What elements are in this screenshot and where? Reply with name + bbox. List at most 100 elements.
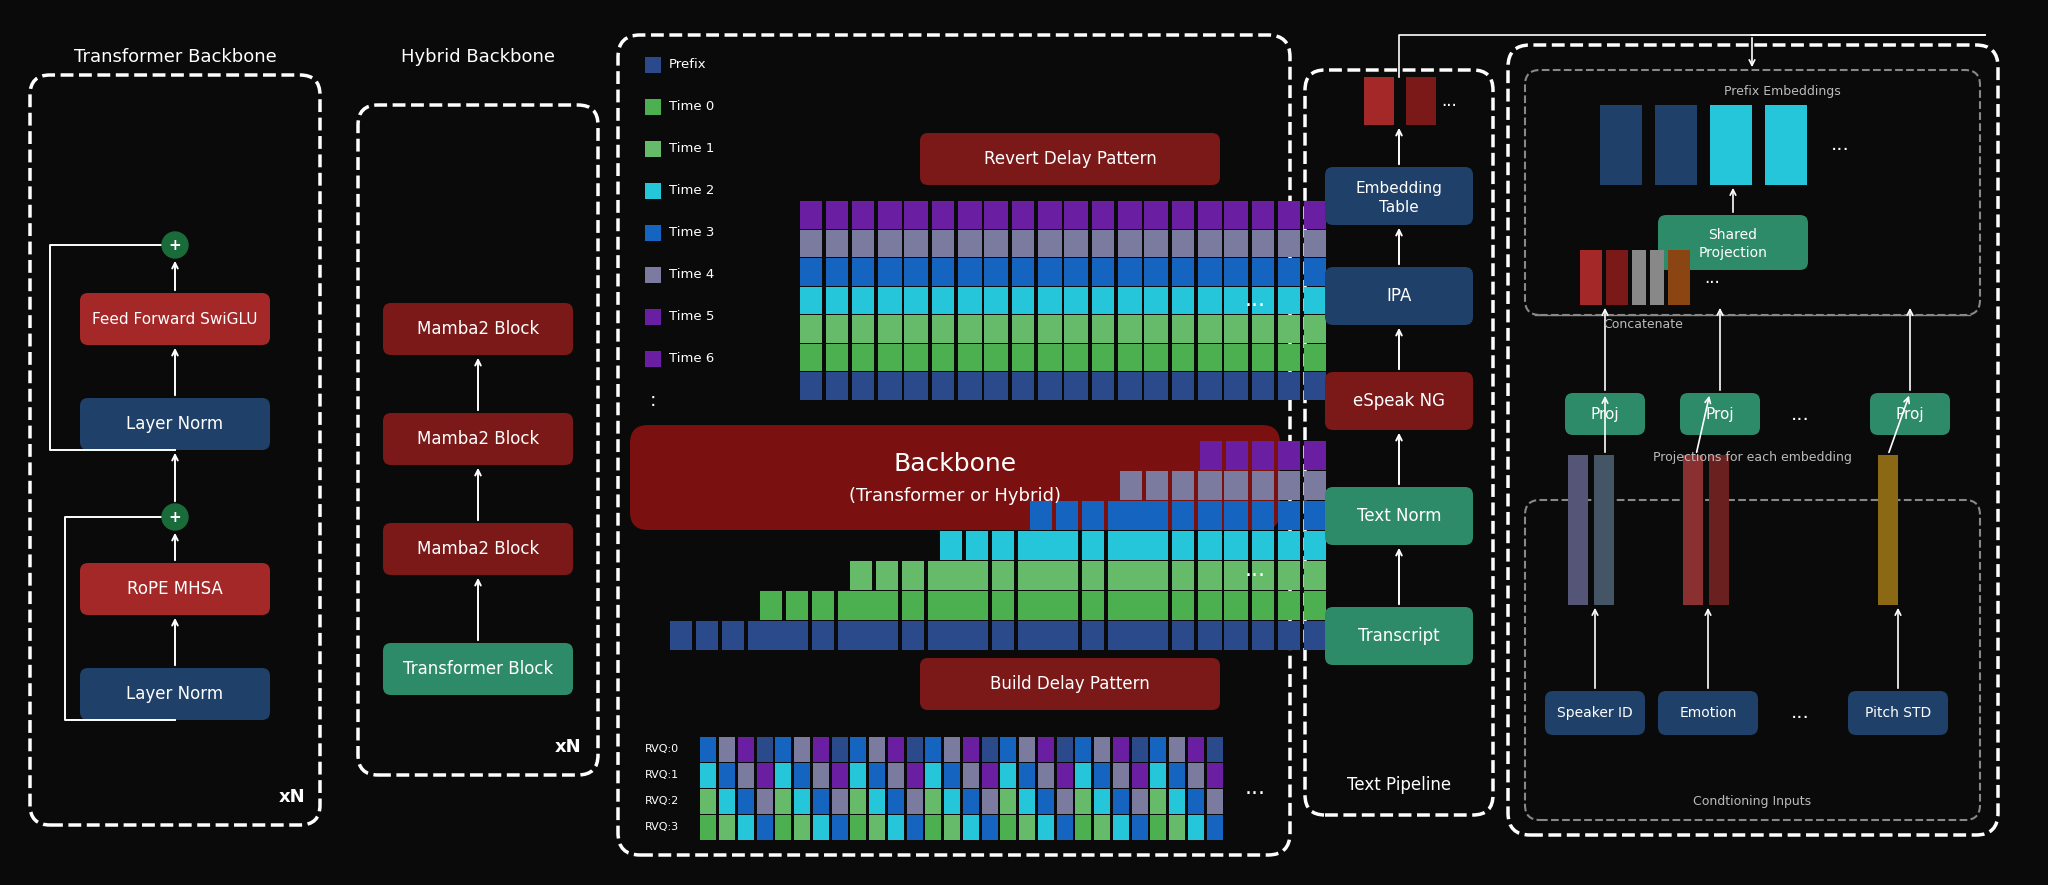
Bar bbox=[868, 789, 885, 814]
Bar bbox=[1206, 763, 1223, 788]
Bar bbox=[940, 561, 963, 590]
Bar bbox=[958, 287, 981, 314]
Text: Speaker ID: Speaker ID bbox=[1556, 706, 1632, 720]
Bar bbox=[774, 789, 791, 814]
FancyBboxPatch shape bbox=[1544, 691, 1645, 735]
Bar bbox=[967, 531, 987, 560]
Bar bbox=[901, 621, 924, 650]
Bar bbox=[1120, 471, 1143, 500]
Text: ...: ... bbox=[1442, 92, 1456, 110]
FancyBboxPatch shape bbox=[1659, 215, 1808, 270]
Bar bbox=[825, 258, 848, 286]
Bar bbox=[1040, 344, 1063, 372]
Bar bbox=[958, 373, 981, 400]
Bar bbox=[1171, 501, 1194, 530]
FancyBboxPatch shape bbox=[1679, 393, 1759, 435]
Text: Mamba2 Block: Mamba2 Block bbox=[418, 320, 539, 338]
Bar bbox=[1147, 531, 1167, 560]
Bar bbox=[1651, 250, 1663, 305]
Bar bbox=[801, 287, 821, 314]
Bar bbox=[1278, 621, 1300, 650]
Bar bbox=[1251, 531, 1274, 560]
Text: Prefix Embeddings: Prefix Embeddings bbox=[1724, 86, 1841, 98]
Bar bbox=[850, 591, 872, 620]
Bar bbox=[700, 789, 717, 814]
Bar bbox=[1227, 621, 1247, 650]
Bar bbox=[1198, 471, 1221, 500]
FancyBboxPatch shape bbox=[80, 563, 270, 615]
Text: Layer Norm: Layer Norm bbox=[127, 685, 223, 703]
Bar bbox=[879, 229, 899, 258]
Text: ...: ... bbox=[1790, 704, 1808, 722]
Bar bbox=[1081, 531, 1104, 560]
Bar bbox=[1147, 344, 1167, 372]
Bar bbox=[1030, 561, 1053, 590]
Bar bbox=[1018, 621, 1040, 650]
Bar bbox=[1067, 201, 1087, 228]
Bar bbox=[983, 201, 1006, 228]
Bar bbox=[1200, 501, 1223, 530]
Bar bbox=[907, 763, 924, 788]
Bar bbox=[981, 815, 997, 840]
Bar bbox=[940, 591, 963, 620]
Bar bbox=[958, 229, 981, 258]
Bar bbox=[1251, 315, 1274, 342]
Bar bbox=[1081, 591, 1104, 620]
Bar bbox=[1040, 201, 1063, 228]
Bar bbox=[758, 815, 772, 840]
Bar bbox=[1200, 344, 1223, 372]
Bar bbox=[1227, 287, 1247, 314]
Bar bbox=[825, 229, 848, 258]
Bar bbox=[1225, 621, 1245, 650]
Bar bbox=[1305, 591, 1325, 620]
Bar bbox=[1225, 258, 1245, 286]
Text: ...: ... bbox=[1790, 404, 1808, 424]
Bar bbox=[983, 229, 1006, 258]
Bar bbox=[696, 621, 719, 650]
FancyBboxPatch shape bbox=[1870, 393, 1950, 435]
Bar bbox=[905, 373, 928, 400]
Bar bbox=[1118, 373, 1141, 400]
Bar bbox=[1094, 815, 1110, 840]
Bar bbox=[760, 591, 782, 620]
Bar bbox=[905, 344, 928, 372]
Text: Proj: Proj bbox=[1591, 406, 1620, 421]
FancyBboxPatch shape bbox=[383, 643, 573, 695]
Bar bbox=[1200, 287, 1223, 314]
Bar bbox=[1198, 229, 1221, 258]
Bar bbox=[1667, 250, 1690, 305]
Bar bbox=[940, 531, 963, 560]
Bar bbox=[1171, 561, 1194, 590]
Text: Proj: Proj bbox=[1706, 406, 1735, 421]
Bar bbox=[1225, 344, 1245, 372]
Bar bbox=[868, 737, 885, 762]
Bar bbox=[1145, 258, 1165, 286]
Text: Condtioning Inputs: Condtioning Inputs bbox=[1694, 796, 1810, 809]
Bar bbox=[1012, 373, 1034, 400]
Bar bbox=[877, 561, 897, 590]
Bar bbox=[852, 229, 874, 258]
Bar bbox=[1305, 344, 1325, 372]
Text: Projection: Projection bbox=[1698, 246, 1767, 260]
Text: xN: xN bbox=[555, 738, 582, 756]
Bar bbox=[1018, 561, 1040, 590]
Bar bbox=[1120, 621, 1143, 650]
Bar bbox=[1227, 471, 1247, 500]
Bar bbox=[1147, 287, 1167, 314]
Bar bbox=[1171, 344, 1194, 372]
Bar bbox=[907, 789, 924, 814]
Bar bbox=[801, 201, 821, 228]
Bar bbox=[1225, 471, 1245, 500]
Bar bbox=[967, 561, 987, 590]
Bar bbox=[1593, 455, 1614, 605]
Bar bbox=[1040, 287, 1063, 314]
Bar bbox=[1251, 229, 1274, 258]
Bar bbox=[1171, 287, 1194, 314]
Bar bbox=[932, 229, 954, 258]
Bar bbox=[1364, 77, 1395, 125]
Bar bbox=[879, 287, 899, 314]
Bar bbox=[1065, 373, 1085, 400]
Bar bbox=[954, 561, 977, 590]
Text: Text Pipeline: Text Pipeline bbox=[1348, 776, 1452, 794]
Bar bbox=[1251, 344, 1274, 372]
